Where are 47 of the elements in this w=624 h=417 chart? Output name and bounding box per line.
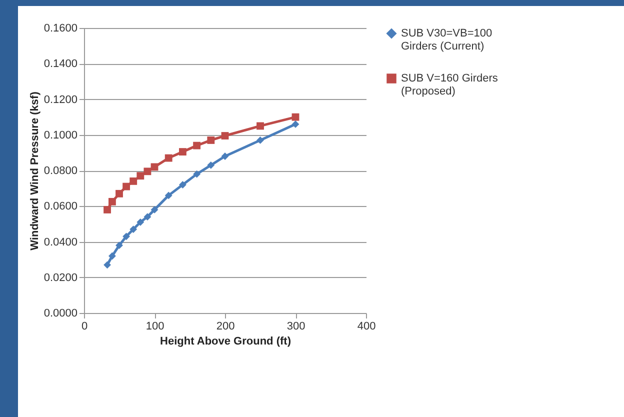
x-tick-label: 100 [146,320,164,332]
legend-label: SUB V=160 Girders (Proposed) [401,72,498,98]
point [116,242,123,250]
point [104,261,111,269]
point [207,136,215,144]
legend-label: SUB V30=VB=100 Girders (Current) [401,28,492,52]
point [150,163,158,171]
y-tick-label: 0.1200 [44,94,78,106]
point [144,168,152,176]
point [130,226,138,233]
point [193,170,201,178]
x-tick-label: 0 [81,320,88,332]
x-tick-label: 200 [216,320,235,332]
y-tick-label: 0.0600 [44,200,78,213]
point [221,132,229,140]
point [108,198,116,206]
point [150,206,158,214]
point [116,190,123,198]
point [256,136,264,144]
point [256,122,264,130]
point [292,120,300,128]
y-tick-label: 0.1400 [44,58,78,70]
point [130,177,138,185]
y-axis-title: Windward Wind Pressure (ksf) [28,91,41,250]
y-tick-label: 0.0800 [44,165,78,177]
point [178,181,186,188]
x-tick-label: 300 [286,320,306,332]
point [108,252,116,260]
x-tick-label: 400 [357,320,376,332]
point [136,172,144,180]
point [136,218,144,226]
y-tick-label: 0.1000 [44,129,78,142]
point [292,113,300,121]
point [207,161,215,169]
point [104,206,111,214]
y-tick-label: 0.1600 [44,22,78,34]
y-tick-label: 0.0000 [44,308,78,320]
x-axis-title: Height Above Ground (ft) [160,336,292,348]
point [178,148,186,156]
y-tick-label: 0.0200 [44,272,78,284]
y-tick-label: 0.0400 [44,236,78,248]
point [193,142,201,150]
point [164,192,172,200]
point [122,182,130,190]
point [122,232,130,240]
point [164,154,172,162]
point [144,213,152,221]
